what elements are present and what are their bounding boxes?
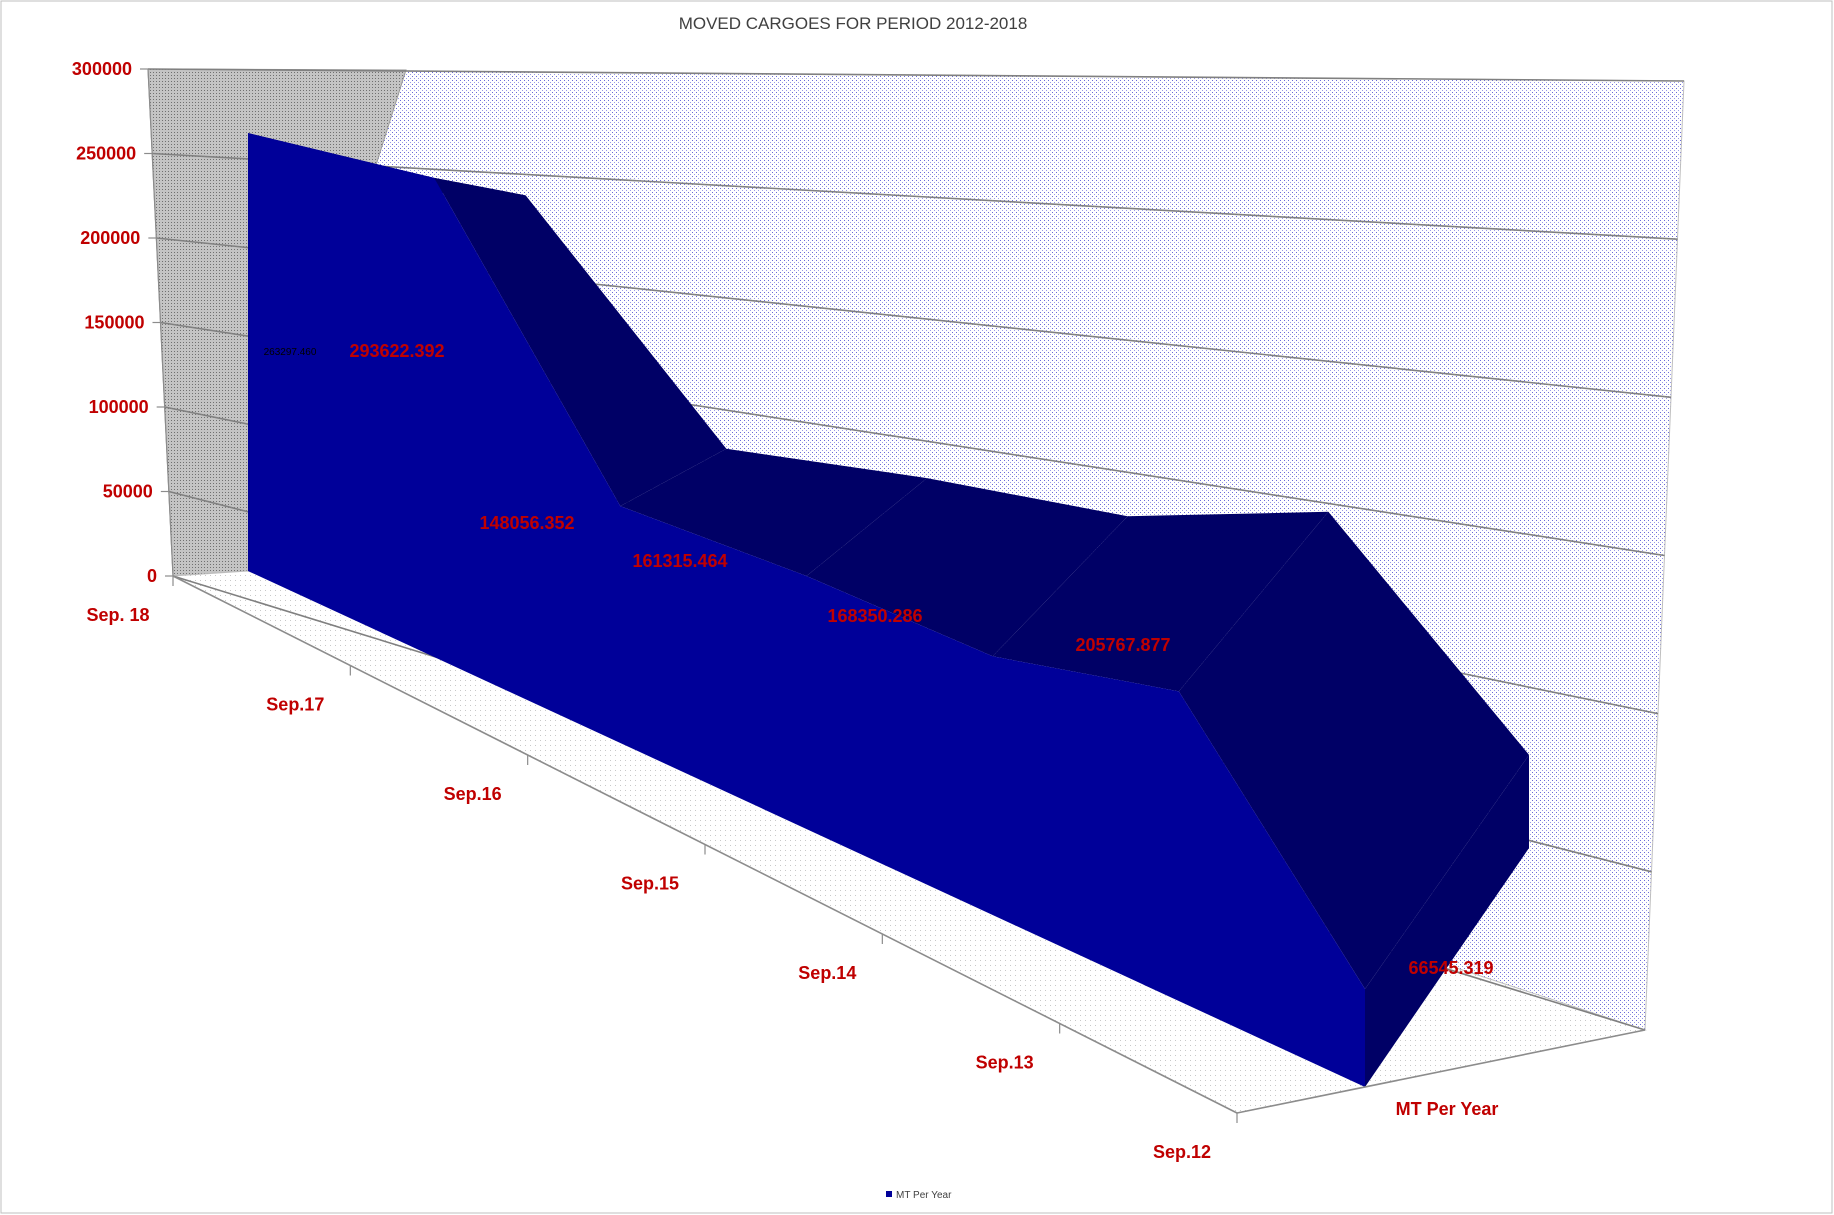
depth-axis-label: MT Per Year xyxy=(1396,1099,1499,1119)
y-tick-label: 50000 xyxy=(103,482,153,502)
y-axis-ticks: 0 50000 100000 150000 200000 250000 300000 xyxy=(72,59,173,586)
data-label: 205767.877 xyxy=(1075,635,1170,655)
depth-axis-line xyxy=(1236,1029,1646,1114)
area-end-cap xyxy=(1365,754,1529,1087)
x-tick-label: Sep.17 xyxy=(266,695,324,715)
gridline xyxy=(147,68,1685,82)
x-tick-label: Sep.13 xyxy=(976,1053,1034,1073)
legend: MT Per Year xyxy=(886,1190,952,1201)
legend-swatch xyxy=(886,1191,892,1197)
x-axis-ticks: Sep. 18 Sep.17 Sep.16 Sep.15 Sep.14 Sep.13 Sep… xyxy=(86,576,1238,1162)
area-top-segment xyxy=(806,478,1128,657)
y-tick-label: 100000 xyxy=(89,397,149,417)
area-top-segment xyxy=(1178,511,1529,989)
y-tick-label: 200000 xyxy=(80,228,140,248)
data-label: 263297.460 xyxy=(264,347,317,358)
data-label: 168350.286 xyxy=(827,606,922,626)
legend-label: MT Per Year xyxy=(896,1190,952,1201)
data-label: 66545.319 xyxy=(1408,958,1493,978)
gridline xyxy=(152,152,1678,240)
chart-title: MOVED CARGOES FOR PERIOD 2012-2018 xyxy=(679,14,1028,33)
y-tick-label: 0 xyxy=(147,566,157,586)
data-labels: 263297.460 293622.392 148056.352 161315.464… xyxy=(264,341,1494,978)
area-top-segment xyxy=(992,511,1329,692)
x-tick-label: Sep.16 xyxy=(444,784,502,804)
series-mt-per-year xyxy=(248,133,1529,1087)
y-tick-label: 150000 xyxy=(84,313,144,333)
x-tick-label: Sep.14 xyxy=(798,963,856,983)
data-label: 161315.464 xyxy=(632,551,727,571)
x-tick-label: Sep.15 xyxy=(621,874,679,894)
area-top-segment xyxy=(620,448,927,577)
x-tick-label: Sep. 18 xyxy=(86,605,149,625)
data-label: 148056.352 xyxy=(479,513,574,533)
area-front-face xyxy=(248,133,1365,1087)
data-label: 293622.392 xyxy=(349,341,444,361)
y-tick-label: 300000 xyxy=(72,59,132,79)
y-tick-label: 250000 xyxy=(76,144,136,164)
area-top-segment xyxy=(434,177,727,507)
x-tick-label: Sep.12 xyxy=(1153,1142,1211,1162)
